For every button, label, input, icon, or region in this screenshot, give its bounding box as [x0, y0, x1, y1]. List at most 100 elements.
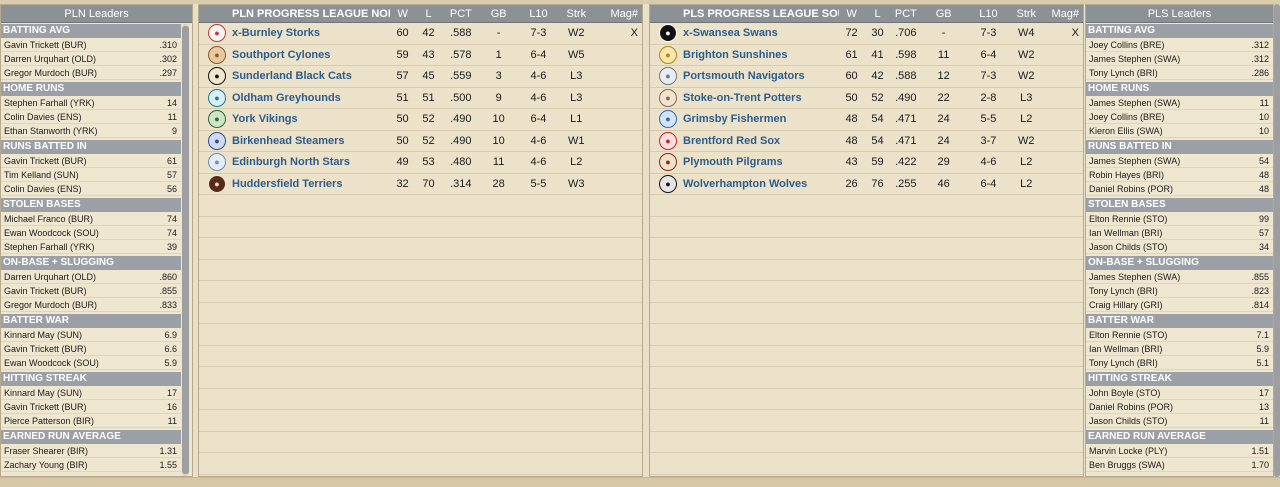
standings-row[interactable]: ● Brighton Sunshines 61 41 .598 11 6-4 W2: [650, 45, 1083, 66]
leader-row[interactable]: Fraser Shearer (BIR) 1.31: [1, 444, 181, 458]
leader-player[interactable]: James Stephen (SWA): [1089, 97, 1181, 108]
leader-row[interactable]: Tony Lynch (BRI) 5.1: [1086, 356, 1273, 370]
leader-row[interactable]: Gavin Trickett (BUR) .310: [1, 38, 181, 52]
leader-player[interactable]: James Stephen (SWA): [1089, 271, 1181, 282]
team-name-link[interactable]: Brentford Red Sox: [683, 134, 781, 147]
col-gb[interactable]: GB: [935, 8, 952, 20]
standings-row[interactable]: ● Plymouth Pilgrams 43 59 .422 29 4-6 L2: [650, 152, 1083, 174]
leader-row[interactable]: James Stephen (SWA) .855: [1086, 270, 1273, 284]
col-l10[interactable]: L10: [529, 8, 548, 20]
pls-leaders-scrollbar[interactable]: [1274, 4, 1280, 477]
leader-player[interactable]: Tony Lynch (BRI): [1089, 357, 1158, 368]
leader-player[interactable]: Craig Hillary (GRI): [1089, 299, 1163, 310]
leader-row[interactable]: Ian Wellman (BRI) 5.9: [1086, 342, 1273, 356]
leader-row[interactable]: Gavin Trickett (BUR) .855: [1, 284, 181, 298]
pln-leaders-scroll-thumb[interactable]: [182, 26, 189, 474]
team-name-link[interactable]: Oldham Greyhounds: [232, 91, 341, 104]
col-gb[interactable]: GB: [490, 8, 507, 20]
leader-row[interactable]: Ewan Woodcock (SOU) 74: [1, 226, 181, 240]
leader-row[interactable]: Craig Hillary (GRI) .814: [1086, 298, 1273, 312]
leader-row[interactable]: Colin Davies (ENS) 11: [1, 110, 181, 124]
pilgrim-hat-logo-icon[interactable]: ●: [659, 153, 677, 172]
standings-row[interactable]: ● Portsmouth Navigators 60 42 .588 12 7-3 W2: [650, 66, 1083, 88]
leader-player[interactable]: Gavin Trickett (BUR): [4, 343, 87, 354]
leader-player[interactable]: Gregor Murdoch (BUR): [4, 299, 98, 310]
col-pct[interactable]: PCT: [894, 8, 917, 20]
team-name-link[interactable]: Edinburgh North Stars: [232, 156, 350, 169]
leader-player[interactable]: Zachary Young (BIR): [4, 459, 88, 470]
leader-player[interactable]: Kinnard May (SUN): [4, 387, 83, 398]
league-title[interactable]: PLN PROGRESS LEAGUE NORTH: [232, 8, 390, 20]
team-name-link[interactable]: Wolverhampton Wolves: [683, 177, 808, 190]
leader-player[interactable]: Stephen Farhall (YRK): [4, 97, 95, 108]
standings-row[interactable]: ● Huddersfield Terriers 32 70 .314 28 5-5 W3: [199, 174, 642, 195]
standings-row[interactable]: ● Birkenhead Steamers 50 52 .490 10 4-6 W1: [199, 131, 642, 152]
leader-row[interactable]: Kinnard May (SUN) 6.9: [1, 328, 181, 342]
leader-player[interactable]: James Stephen (SWA): [1089, 53, 1181, 64]
viking-logo-icon[interactable]: ●: [208, 110, 226, 129]
leader-player[interactable]: Ewan Woodcock (SOU): [4, 227, 99, 238]
steamer-logo-icon[interactable]: ●: [208, 131, 226, 150]
team-name-link[interactable]: x-Burnley Storks: [232, 27, 321, 40]
leader-player[interactable]: Gregor Murdoch (BUR): [4, 67, 98, 78]
leader-row[interactable]: Michael Franco (BUR) 74: [1, 212, 181, 226]
leader-row[interactable]: Gavin Trickett (BUR) 6.6: [1, 342, 181, 356]
leader-row[interactable]: Ewan Woodcock (SOU) 5.9: [1, 356, 181, 370]
leader-row[interactable]: Ian Wellman (BRI) 57: [1086, 226, 1273, 240]
col-w[interactable]: W: [846, 8, 857, 20]
leader-row[interactable]: Gregor Murdoch (BUR) .833: [1, 298, 181, 312]
leader-row[interactable]: Gavin Trickett (BUR) 16: [1, 400, 181, 414]
leader-player[interactable]: Daniel Robins (POR): [1089, 401, 1174, 412]
leader-row[interactable]: Tony Lynch (BRI) .823: [1086, 284, 1273, 298]
leader-row[interactable]: Jason Childs (STO) 34: [1086, 240, 1273, 254]
leader-row[interactable]: Zachary Young (BIR) 1.55: [1, 458, 181, 472]
leader-row[interactable]: Colin Davies (ENS) 56: [1, 182, 181, 196]
leader-row[interactable]: Gavin Trickett (BUR) 61: [1, 154, 181, 168]
leader-row[interactable]: Marvin Locke (PLY) 1.51: [1086, 444, 1273, 458]
leader-player[interactable]: Jason Childs (STO): [1089, 241, 1168, 252]
leader-player[interactable]: Ben Bruggs (SWA): [1089, 459, 1165, 470]
leader-player[interactable]: Tim Kelland (SUN): [4, 169, 79, 180]
pottery-logo-icon[interactable]: ●: [659, 88, 677, 107]
leader-player[interactable]: Joey Collins (BRE): [1089, 39, 1165, 50]
leader-row[interactable]: Elton Rennie (STO) 7.1: [1086, 328, 1273, 342]
standings-row[interactable]: ● x-Burnley Storks 60 42 .588 - 7-3 W2 X: [199, 23, 642, 45]
standings-row[interactable]: ● Southport Cylones 59 43 .578 1 6-4 W5: [199, 45, 642, 66]
leader-row[interactable]: James Stephen (SWA) 54: [1086, 154, 1273, 168]
greyhound-logo-icon[interactable]: ●: [208, 88, 226, 107]
standings-row[interactable]: ● Grimsby Fishermen 48 54 .471 24 5-5 L2: [650, 109, 1083, 131]
leader-player[interactable]: Kieron Ellis (SWA): [1089, 125, 1163, 136]
stork-logo-icon[interactable]: ●: [208, 24, 226, 43]
leader-row[interactable]: Darren Urquhart (OLD) .302: [1, 52, 181, 66]
leader-row[interactable]: Daniel Robins (POR) 13: [1086, 400, 1273, 414]
leader-player[interactable]: Marvin Locke (PLY): [1089, 445, 1168, 456]
leader-row[interactable]: Robin Hayes (BRI) 48: [1086, 168, 1273, 182]
leader-player[interactable]: Pierce Patterson (BIR): [4, 415, 95, 426]
col-l[interactable]: L: [425, 8, 432, 20]
leader-player[interactable]: Gavin Trickett (BUR): [4, 155, 87, 166]
leader-player[interactable]: Gavin Trickett (BUR): [4, 39, 87, 50]
col-l[interactable]: L: [874, 8, 881, 20]
standings-row[interactable]: ● Edinburgh North Stars 49 53 .480 11 4-6 L2: [199, 152, 642, 174]
col-l10[interactable]: L10: [979, 8, 998, 20]
leader-player[interactable]: Ewan Woodcock (SOU): [4, 357, 99, 368]
col-mag[interactable]: Mag#: [1051, 8, 1079, 20]
leader-player[interactable]: Tony Lynch (BRI): [1089, 285, 1158, 296]
standings-row[interactable]: ● Sunderland Black Cats 57 45 .559 3 4-6 L3: [199, 66, 642, 88]
team-name-link[interactable]: Plymouth Pilgrams: [683, 156, 783, 169]
team-name-link[interactable]: York Vikings: [232, 113, 298, 126]
leader-player[interactable]: Ian Wellman (BRI): [1089, 343, 1163, 354]
cyclone-logo-icon[interactable]: ●: [208, 45, 226, 64]
team-name-link[interactable]: Brighton Sunshines: [683, 48, 788, 61]
team-name-link[interactable]: Stoke-on-Trent Potters: [683, 91, 802, 104]
compass-logo-icon[interactable]: ●: [659, 67, 677, 86]
leader-player[interactable]: Joey Collins (BRE): [1089, 111, 1165, 122]
standings-row[interactable]: ● Stoke-on-Trent Potters 50 52 .490 22 2-8 L3: [650, 88, 1083, 109]
north-star-logo-icon[interactable]: ●: [208, 153, 226, 172]
pls-leaders-scroll-thumb[interactable]: [1274, 4, 1280, 477]
swan-logo-icon[interactable]: ●: [659, 24, 677, 43]
league-title[interactable]: PLS PROGRESS LEAGUE SOUTH: [683, 8, 839, 20]
col-strk[interactable]: Strk: [566, 8, 587, 20]
leader-player[interactable]: Daniel Robins (POR): [1089, 183, 1174, 194]
leader-player[interactable]: Gavin Trickett (BUR): [4, 401, 87, 412]
